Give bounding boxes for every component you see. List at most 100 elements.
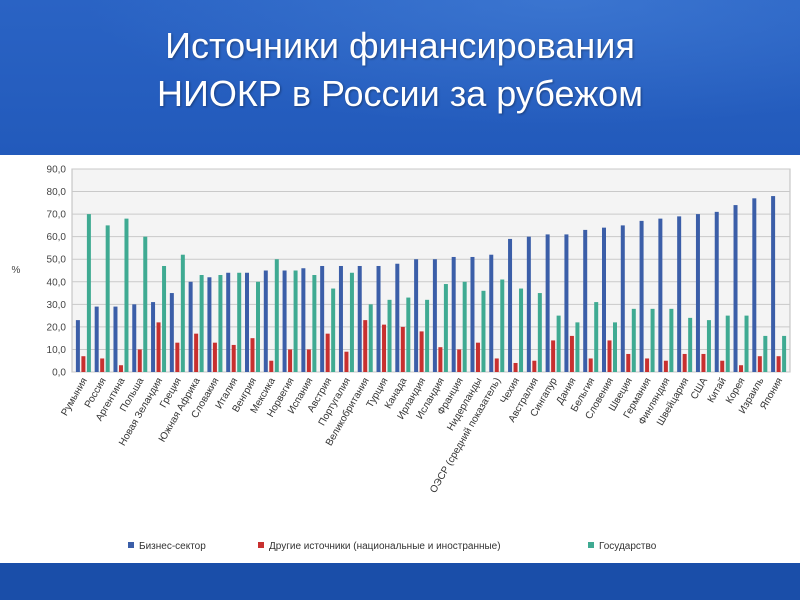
bar [218,275,223,372]
bar [631,308,636,372]
bar [357,265,362,372]
bar [188,281,193,372]
bar [269,360,274,372]
bar [771,196,776,372]
bar [263,270,268,372]
bar [406,297,411,372]
bar [682,353,687,372]
bar [583,229,588,372]
bar [419,331,424,372]
y-axis-label: % [12,265,21,276]
bar [338,265,343,372]
bar [720,360,725,372]
bar [256,281,260,372]
bar [688,317,693,372]
bar [475,342,480,372]
bar [312,275,317,372]
bar [645,358,650,372]
bar [349,272,354,372]
bar [301,268,306,372]
bar [331,288,336,372]
bar [400,326,405,372]
y-tick-label: 0,0 [52,368,66,379]
bar [250,338,255,372]
bar [226,272,231,372]
bar [162,265,167,372]
bar [105,225,110,372]
y-tick-label: 10,0 [47,345,67,356]
y-tick-label: 50,0 [47,255,67,266]
bar [677,216,682,372]
bar [481,290,486,372]
bar [752,198,757,372]
bar [443,284,448,372]
bar [363,320,368,372]
bar [739,365,744,372]
bar [199,275,204,372]
bar [212,342,217,372]
slide-title: Источники финансирования НИОКР в России … [0,22,800,118]
bar [602,227,606,372]
bar [156,322,161,372]
bar [607,340,612,372]
bar [695,214,700,372]
bar [489,254,494,372]
bar [320,265,325,372]
bar [245,272,249,372]
bar [100,358,105,372]
bar [470,256,475,372]
bar [432,259,437,372]
bar [494,358,499,372]
bar [180,254,185,372]
bar [669,308,674,372]
bar [282,270,287,372]
bar [175,342,180,372]
slide-decoration [0,0,800,150]
legend-swatch [258,542,264,548]
bar [118,365,123,372]
bar [306,349,311,372]
bar [293,270,298,372]
bar [344,351,349,372]
bar [744,315,749,372]
bar [639,220,644,372]
bar [763,335,768,372]
bar [169,293,174,372]
title-line-2: НИОКР в России за рубежом [157,73,643,114]
y-tick-label: 60,0 [47,232,67,243]
bar [368,304,373,372]
y-tick-label: 20,0 [47,322,67,333]
bar [663,360,668,372]
bar [564,234,569,372]
y-tick-label: 90,0 [47,165,67,176]
bar [395,263,400,372]
bar [231,344,236,372]
bar [782,335,787,372]
bar [556,315,561,372]
bar [438,347,443,372]
bottom-band [0,563,800,600]
bar [532,360,537,372]
bar [658,218,663,372]
category-label: Румыния [59,376,90,418]
y-tick-label: 30,0 [47,300,67,311]
bar [124,218,129,372]
bar [237,272,242,372]
bar [457,349,462,372]
title-line-1: Источники финансирования [165,25,635,66]
bar [725,315,730,372]
bar [594,302,599,372]
bar [613,322,617,372]
bar [569,335,574,372]
legend-swatch [588,542,594,548]
legend-label: Бизнес-сектор [139,541,206,552]
bar [537,293,542,372]
bar [620,225,625,372]
bar [551,340,556,372]
bar [81,356,86,372]
bar [414,259,419,372]
bar [757,356,762,372]
bar [508,238,513,372]
bar [143,236,148,372]
bar [132,304,137,372]
